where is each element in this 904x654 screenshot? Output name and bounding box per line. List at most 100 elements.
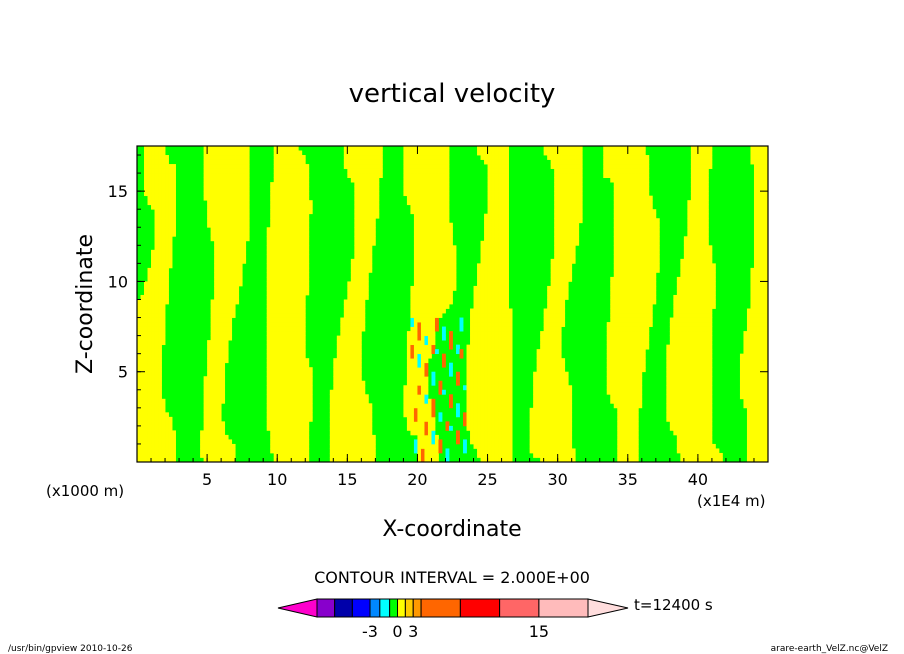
field-cell — [624, 439, 629, 445]
field-cell — [550, 285, 555, 291]
field-cell — [221, 443, 226, 449]
field-cell — [361, 439, 366, 445]
field-cell — [287, 236, 292, 242]
field-cell — [158, 186, 162, 192]
field-cell — [631, 254, 636, 260]
field-cell — [235, 150, 240, 156]
field-cell — [487, 231, 492, 237]
field-cell — [287, 448, 292, 454]
field-cell — [431, 236, 436, 242]
field-cell — [420, 362, 425, 368]
field-cell — [413, 177, 418, 183]
field-cell — [547, 313, 552, 318]
field-cell — [627, 317, 632, 323]
field-cell — [298, 213, 303, 219]
field-cell — [606, 344, 611, 350]
field-cell — [568, 439, 573, 445]
field-cell — [445, 249, 450, 255]
field-cell — [298, 177, 303, 183]
field-cell — [287, 308, 292, 314]
field-cell — [491, 349, 495, 355]
field-cell — [624, 177, 629, 183]
field-cell — [557, 353, 562, 359]
field-cell — [575, 195, 580, 201]
field-cell — [606, 358, 611, 364]
field-cell — [466, 349, 471, 355]
field-cell — [214, 308, 219, 314]
field-cell — [375, 186, 380, 192]
field-cell — [424, 430, 429, 436]
field-cell — [550, 276, 555, 282]
field-cell — [448, 231, 453, 237]
field-cell — [144, 299, 148, 305]
field-cell — [610, 335, 615, 341]
field-cell — [410, 371, 415, 377]
field-cell — [284, 272, 289, 278]
field-cell — [434, 308, 439, 314]
field-cell — [473, 421, 478, 427]
field-cell — [273, 285, 278, 291]
field-cell — [413, 304, 418, 309]
field-cell — [547, 443, 552, 449]
field-cell — [494, 240, 499, 246]
field-cell — [158, 340, 162, 346]
field-cell — [333, 452, 338, 458]
field-cell — [427, 222, 432, 228]
field-cell — [165, 416, 169, 422]
field-cell — [287, 155, 292, 160]
field-cell — [417, 434, 422, 440]
field-cell — [228, 326, 233, 332]
field-cell — [154, 227, 159, 233]
field-cell — [207, 358, 212, 364]
field-cell — [494, 218, 499, 224]
field-cell — [568, 195, 573, 201]
field-cell — [620, 403, 625, 409]
field-cell — [617, 231, 622, 237]
field-cell — [540, 457, 545, 463]
field-cell — [294, 430, 299, 436]
field-cell — [350, 173, 355, 178]
field-cell — [224, 304, 229, 309]
field-cell — [280, 236, 285, 242]
field-cell — [277, 168, 282, 174]
field-cell — [144, 403, 148, 409]
field-cell — [144, 285, 148, 291]
field-cell — [445, 276, 450, 282]
field-cell — [505, 191, 509, 197]
field-cell — [564, 245, 569, 251]
field-cell — [564, 204, 569, 210]
field-cell — [357, 213, 362, 219]
field-cell — [357, 227, 362, 233]
field-cell — [291, 150, 296, 156]
field-cell — [501, 164, 506, 169]
field-cell — [568, 425, 573, 431]
field-cell — [420, 263, 425, 269]
field-cell — [284, 218, 289, 224]
field-cell — [484, 285, 488, 291]
field-cell — [207, 349, 212, 355]
field-cell — [448, 272, 453, 278]
field-cell — [357, 236, 362, 242]
field-cell — [501, 385, 506, 391]
field-cell — [620, 416, 625, 422]
field-cell — [627, 371, 632, 377]
field-cell — [448, 403, 453, 409]
field-cell — [305, 254, 310, 260]
field-cell — [473, 389, 478, 395]
field-cell — [571, 177, 576, 183]
field-cell — [270, 430, 275, 436]
field-cell — [224, 290, 229, 296]
field-cell — [561, 276, 566, 282]
field-cell — [151, 313, 155, 318]
field-cell — [277, 313, 282, 318]
field-cell — [498, 191, 502, 197]
field-cell — [305, 272, 310, 278]
field-cell — [266, 421, 271, 427]
field-cell — [610, 299, 615, 305]
field-cell — [273, 335, 278, 341]
field-cell — [627, 421, 632, 427]
field-cell — [617, 434, 622, 440]
field-cell — [364, 240, 369, 246]
field-cell — [494, 425, 499, 431]
field-cell — [536, 362, 541, 368]
